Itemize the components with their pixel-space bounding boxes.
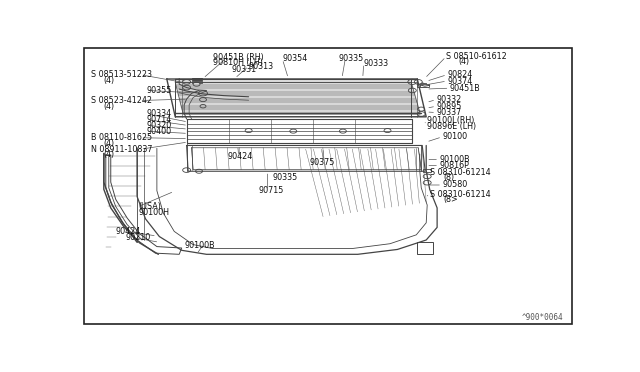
Circle shape <box>417 112 425 116</box>
Circle shape <box>408 88 416 93</box>
Text: 90320: 90320 <box>147 121 172 130</box>
Text: 90824: 90824 <box>447 70 472 79</box>
Text: 90332: 90332 <box>436 95 461 104</box>
Text: 90354: 90354 <box>282 54 308 64</box>
Circle shape <box>182 168 191 172</box>
Bar <box>424 169 431 172</box>
Text: 90335: 90335 <box>273 173 298 182</box>
Text: 90210: 90210 <box>125 234 151 243</box>
Text: (4): (4) <box>104 150 115 160</box>
Text: 90714: 90714 <box>147 115 172 124</box>
Text: 90331: 90331 <box>231 65 257 74</box>
Text: (4): (4) <box>104 139 115 148</box>
Circle shape <box>200 97 207 102</box>
Circle shape <box>414 80 422 84</box>
Text: B 08110-81625: B 08110-81625 <box>91 133 152 142</box>
Circle shape <box>384 129 391 132</box>
Circle shape <box>182 80 191 84</box>
Text: 90451B (RH): 90451B (RH) <box>213 53 264 62</box>
Text: 90374: 90374 <box>447 77 472 86</box>
Text: S 08310-61214: S 08310-61214 <box>430 190 491 199</box>
Circle shape <box>339 129 346 133</box>
Text: (8>: (8> <box>443 195 458 204</box>
Text: 90313: 90313 <box>249 62 274 71</box>
Text: N 08911-10837: N 08911-10837 <box>91 145 152 154</box>
Text: 90100H: 90100H <box>138 208 170 217</box>
Circle shape <box>408 79 417 84</box>
Text: 90337: 90337 <box>436 108 461 117</box>
Circle shape <box>193 82 200 86</box>
Circle shape <box>245 129 252 132</box>
Text: 90375: 90375 <box>309 158 335 167</box>
Text: 90451B: 90451B <box>449 84 480 93</box>
Text: (4): (4) <box>104 76 115 85</box>
Text: (USA): (USA) <box>138 202 161 211</box>
Bar <box>417 83 426 87</box>
Circle shape <box>182 85 191 90</box>
Circle shape <box>418 107 425 111</box>
Circle shape <box>200 105 206 108</box>
Text: ^900*0064: ^900*0064 <box>522 313 564 322</box>
Text: (8): (8) <box>443 173 454 182</box>
Text: 90100J (RH): 90100J (RH) <box>428 116 475 125</box>
Text: (4): (4) <box>104 102 115 111</box>
Text: 90333: 90333 <box>364 59 389 68</box>
Text: 90355: 90355 <box>147 86 172 95</box>
Bar <box>191 81 202 83</box>
Circle shape <box>198 91 207 96</box>
Text: 90100B: 90100B <box>184 241 215 250</box>
Text: 90715: 90715 <box>259 186 284 195</box>
Text: S 08510-61612: S 08510-61612 <box>446 52 507 61</box>
Text: 90810H (LH): 90810H (LH) <box>213 58 263 67</box>
Circle shape <box>196 169 202 173</box>
Circle shape <box>418 83 425 87</box>
Text: 90100B: 90100B <box>439 155 470 164</box>
Text: 90580: 90580 <box>442 180 467 189</box>
Bar <box>417 241 433 254</box>
Text: 90895: 90895 <box>436 102 461 111</box>
Text: 90896E (LH): 90896E (LH) <box>428 122 476 131</box>
Circle shape <box>423 180 431 185</box>
Text: 90424: 90424 <box>228 152 253 161</box>
Bar <box>420 84 429 87</box>
Text: 90400: 90400 <box>147 126 172 136</box>
Text: 90334: 90334 <box>147 109 172 118</box>
Text: (4): (4) <box>458 57 469 66</box>
Text: 90424: 90424 <box>116 227 141 236</box>
Text: 90100: 90100 <box>442 132 467 141</box>
Text: 90816P: 90816P <box>439 161 469 170</box>
Text: 90335: 90335 <box>339 54 364 63</box>
Text: S 08523-41242: S 08523-41242 <box>91 96 152 105</box>
Text: S 08310-61214: S 08310-61214 <box>430 168 491 177</box>
Bar <box>191 78 202 80</box>
Circle shape <box>423 174 431 179</box>
Text: S 08513-51223: S 08513-51223 <box>91 70 152 79</box>
Circle shape <box>290 129 297 133</box>
